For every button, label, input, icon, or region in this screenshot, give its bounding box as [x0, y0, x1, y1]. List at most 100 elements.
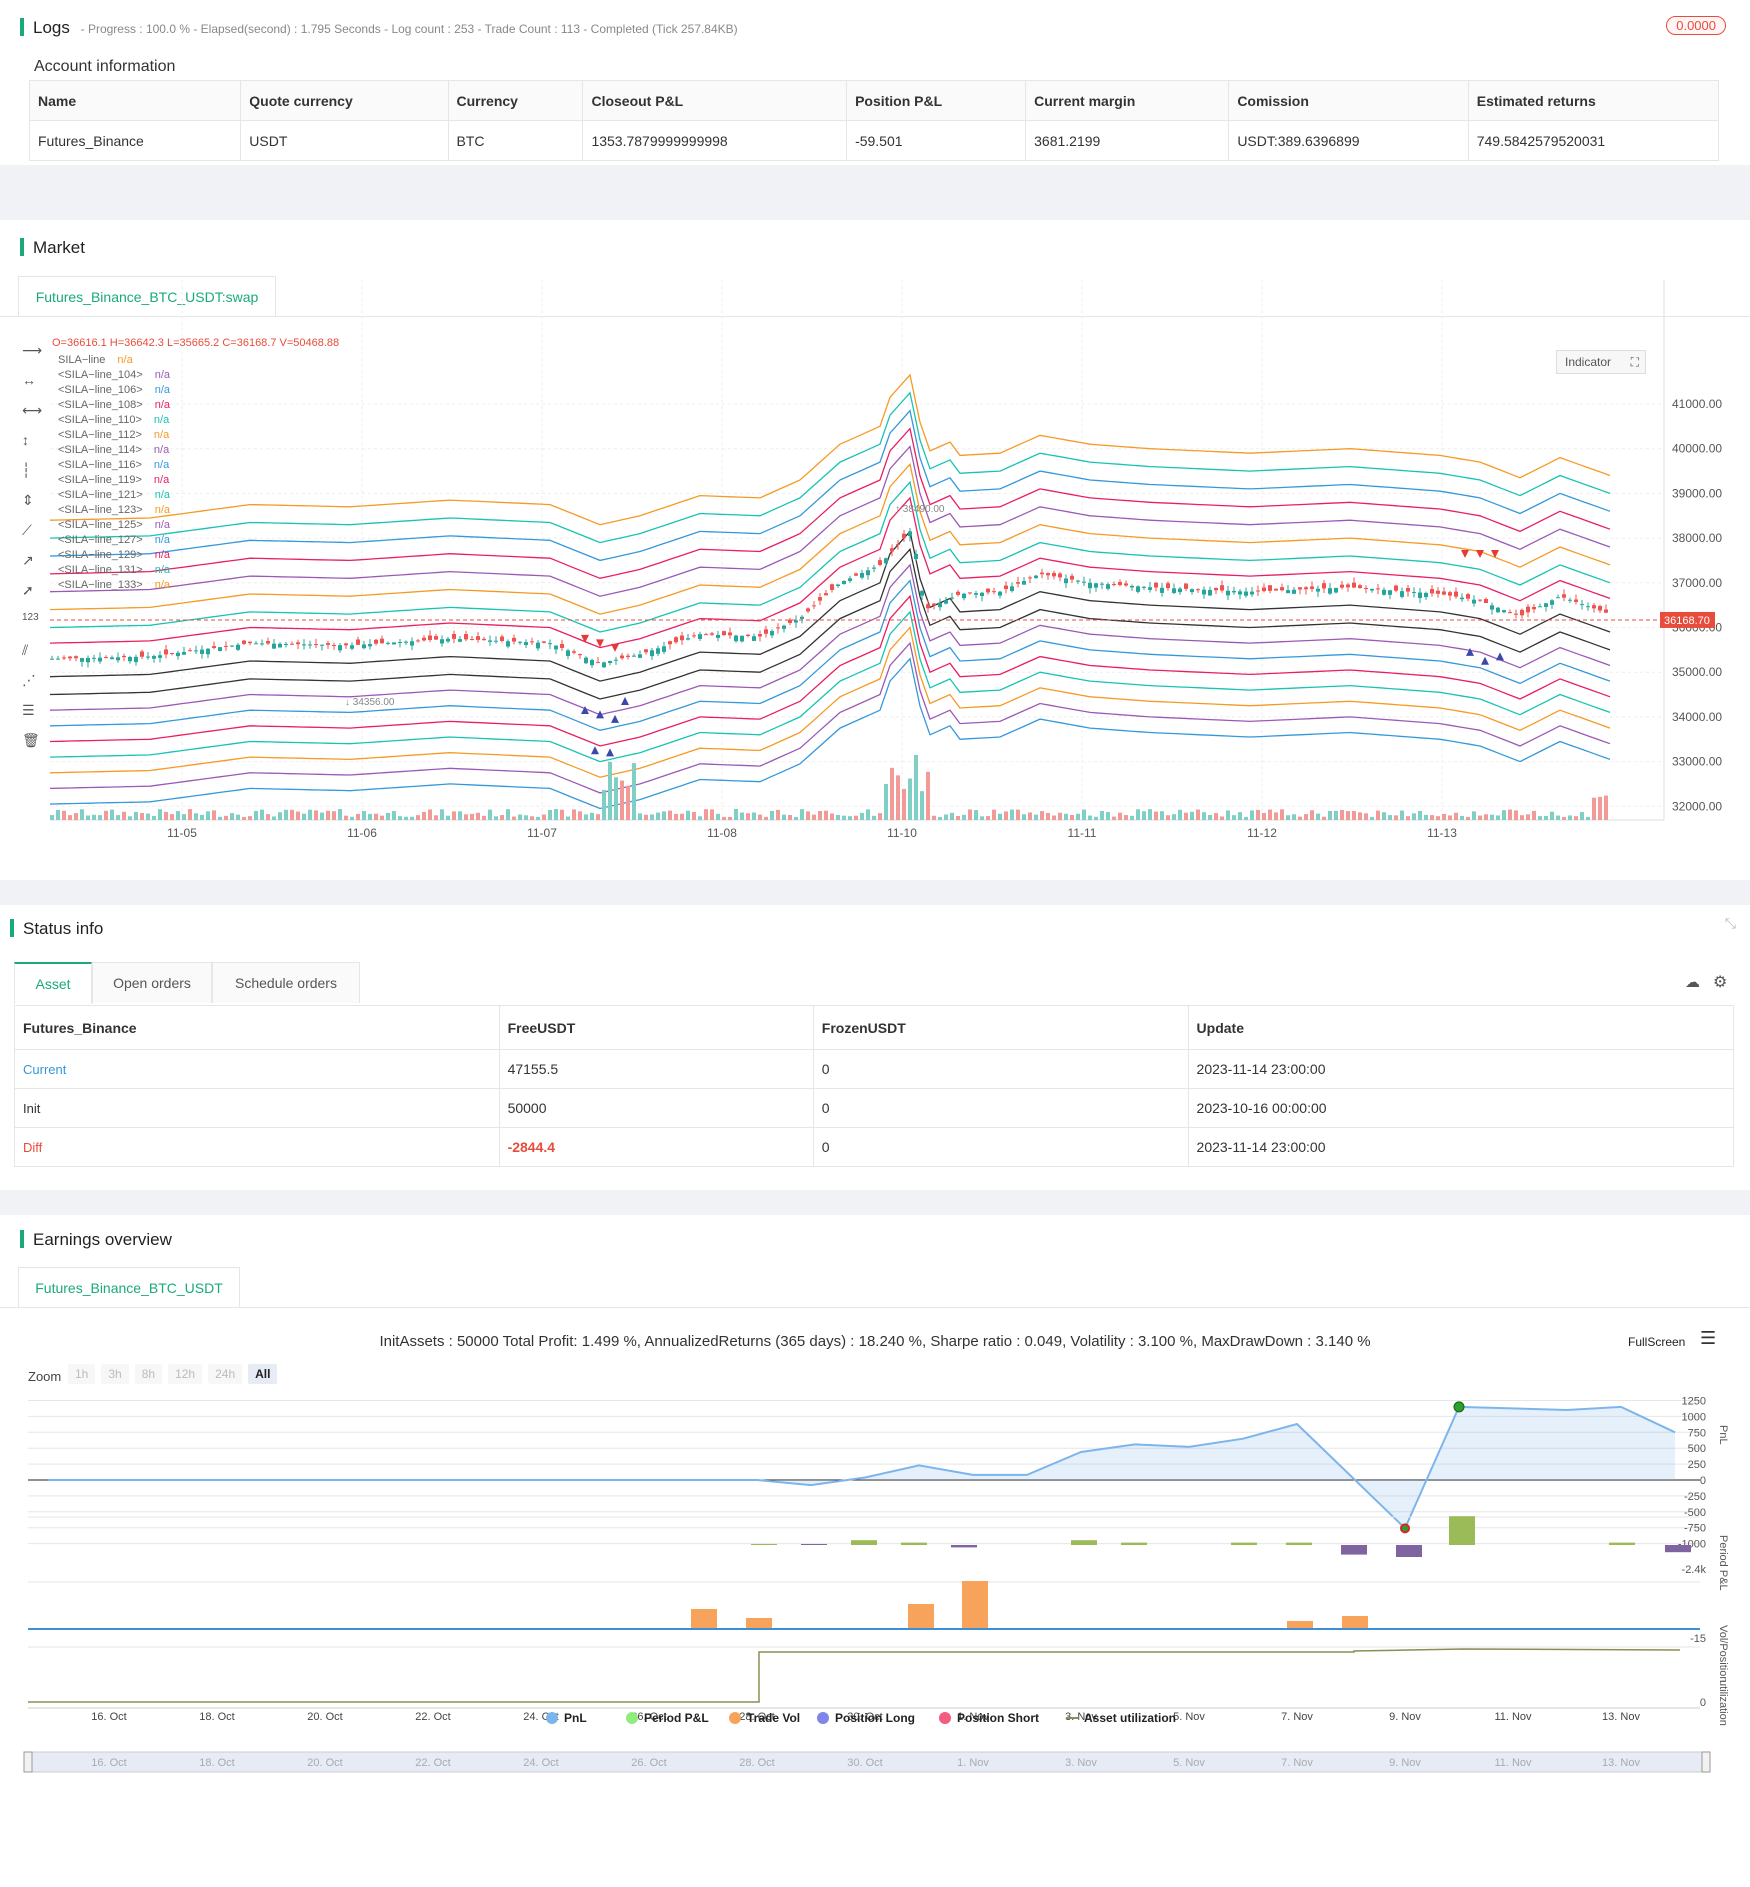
- legend-item: <SILA−line_131> n/a: [58, 563, 170, 578]
- tab-schedule-orders[interactable]: Schedule orders: [212, 962, 360, 1003]
- legend-item[interactable]: Period P&L: [644, 1711, 709, 1725]
- low-price-label: ↓ 34356.00: [345, 697, 395, 708]
- volume-bar: [1586, 816, 1590, 820]
- volume-bar: [452, 811, 456, 820]
- volume-bar: [290, 809, 294, 820]
- legend-symbol: [729, 1712, 741, 1724]
- text-tool-icon[interactable]: 123: [22, 612, 39, 623]
- volume-bar: [1010, 809, 1014, 820]
- volume-bar: [1394, 815, 1398, 820]
- price-range-icon[interactable]: ⇕: [22, 492, 34, 508]
- candle-body: [1586, 606, 1590, 608]
- volume-bar: [1268, 809, 1272, 820]
- fib-retracement-icon[interactable]: ☰: [22, 702, 35, 718]
- menu-icon[interactable]: ☰: [1700, 1328, 1717, 1348]
- settings-icon[interactable]: ⚙: [1713, 974, 1728, 991]
- volume-bar: [602, 789, 606, 820]
- volume-bar: [1250, 810, 1254, 820]
- candle-body: [1454, 591, 1458, 597]
- trend-line-icon[interactable]: ⟋: [22, 522, 32, 538]
- vertical-ray-icon[interactable]: ┆: [22, 462, 31, 478]
- navigator-tick-label: 22. Oct: [415, 1757, 450, 1769]
- candle-body: [1076, 580, 1080, 582]
- candle-body: [242, 640, 246, 644]
- fullscreen-button[interactable]: FullScreen: [1628, 1335, 1685, 1349]
- navigator-tick-label: 3. Nov: [1065, 1757, 1097, 1769]
- candle-body: [506, 641, 510, 647]
- navigator-handle-right[interactable]: [1701, 1751, 1711, 1773]
- collapse-icon[interactable]: ⤡: [1724, 915, 1736, 931]
- candle-body: [104, 656, 108, 658]
- pnl-line: [48, 1405, 1676, 1531]
- zoom-button-All[interactable]: All: [248, 1364, 278, 1384]
- volume-bar: [284, 809, 288, 820]
- tab-open-orders[interactable]: Open orders: [92, 962, 212, 1003]
- legend-item[interactable]: PnL: [564, 1711, 587, 1725]
- volume-bar: [188, 809, 192, 820]
- candlestick-chart[interactable]: 41000.00 40000.00 39000.00 38000.00 37000.00…: [0, 280, 1750, 880]
- extended-line-icon[interactable]: ⟷: [22, 402, 43, 418]
- legend-item[interactable]: Position Long: [835, 1711, 915, 1725]
- candle-body: [1130, 585, 1134, 588]
- candle-body: [1388, 590, 1392, 595]
- sila-band-line: [49, 373, 1611, 526]
- download-icon[interactable]: ☁: [1685, 974, 1700, 991]
- parallel-channel-icon[interactable]: ⫽: [22, 642, 29, 658]
- vertical-line-icon[interactable]: ↕: [22, 432, 29, 448]
- zoom-button-3h[interactable]: 3h: [101, 1364, 129, 1384]
- section-marker: [20, 238, 24, 256]
- volume-bar: [368, 813, 372, 820]
- volume-bar: [1346, 811, 1350, 820]
- volume-bar: [842, 815, 846, 820]
- candle-body: [1280, 587, 1284, 591]
- legend-series-value: n/a: [153, 474, 170, 486]
- volume-bar: [1214, 813, 1218, 820]
- candle-body: [950, 597, 954, 599]
- zoom-button-1h[interactable]: 1h: [68, 1364, 96, 1384]
- volume-bar: [854, 815, 858, 820]
- trash-icon[interactable]: 🗑: [22, 732, 40, 748]
- status-header: Status info: [10, 919, 103, 939]
- sila-band-line: [49, 427, 1611, 579]
- indicator-button[interactable]: Indicator ⛶: [1556, 350, 1646, 374]
- candle-body: [302, 644, 306, 646]
- zoom-button-24h[interactable]: 24h: [208, 1364, 243, 1384]
- legend-item[interactable]: Position Short: [957, 1711, 1039, 1725]
- navigator-tick-label: 24. Oct: [523, 1757, 558, 1769]
- volume-bar: [824, 810, 828, 820]
- volume-bar: [134, 811, 138, 820]
- ray-icon[interactable]: ↗: [22, 552, 34, 568]
- volume-bar: [1484, 814, 1488, 820]
- volume-bar: [950, 812, 954, 820]
- volume-bar: [1328, 810, 1332, 820]
- zoom-button-8h[interactable]: 8h: [134, 1364, 163, 1384]
- candle-body: [1106, 584, 1110, 589]
- legend-item[interactable]: Asset utilization: [1084, 1711, 1176, 1725]
- tab-market-symbol[interactable]: Futures_Binance_BTC_USDT:swap: [18, 276, 276, 317]
- arrow-icon[interactable]: ➚: [22, 582, 34, 598]
- pitchfork-icon[interactable]: ⋰: [22, 672, 36, 688]
- volume-bar: [686, 810, 690, 820]
- earnings-chart[interactable]: 125010007505002500-250-500-750-1000-2.4k…: [0, 1375, 1750, 1887]
- candle-body: [1100, 583, 1104, 585]
- candle-body: [50, 658, 54, 660]
- volume-bar: [956, 816, 960, 820]
- horizontal-ray-icon[interactable]: ⟶: [22, 342, 43, 358]
- legend-item[interactable]: Trade Vol: [747, 1711, 800, 1725]
- long-signal-marker: [596, 710, 604, 719]
- legend-series-value: n/a: [154, 504, 171, 516]
- x-tick-label: 11-11: [1068, 826, 1097, 840]
- horizontal-line-icon[interactable]: ↔: [22, 372, 36, 388]
- volume-bar: [878, 813, 882, 820]
- navigator-handle-left[interactable]: [23, 1751, 33, 1773]
- candle-body: [1520, 609, 1524, 616]
- zoom-button-12h[interactable]: 12h: [168, 1364, 203, 1384]
- volume-bar: [968, 809, 972, 820]
- candle-body: [1544, 603, 1548, 607]
- tab-earnings-symbol[interactable]: Futures_Binance_BTC_USDT: [18, 1267, 240, 1308]
- tab-asset[interactable]: Asset: [14, 962, 92, 1004]
- candle-body: [1430, 588, 1434, 594]
- volume-bar: [1460, 815, 1464, 820]
- volume-bar: [344, 815, 348, 820]
- earnings-header: Earnings overview: [20, 1230, 172, 1250]
